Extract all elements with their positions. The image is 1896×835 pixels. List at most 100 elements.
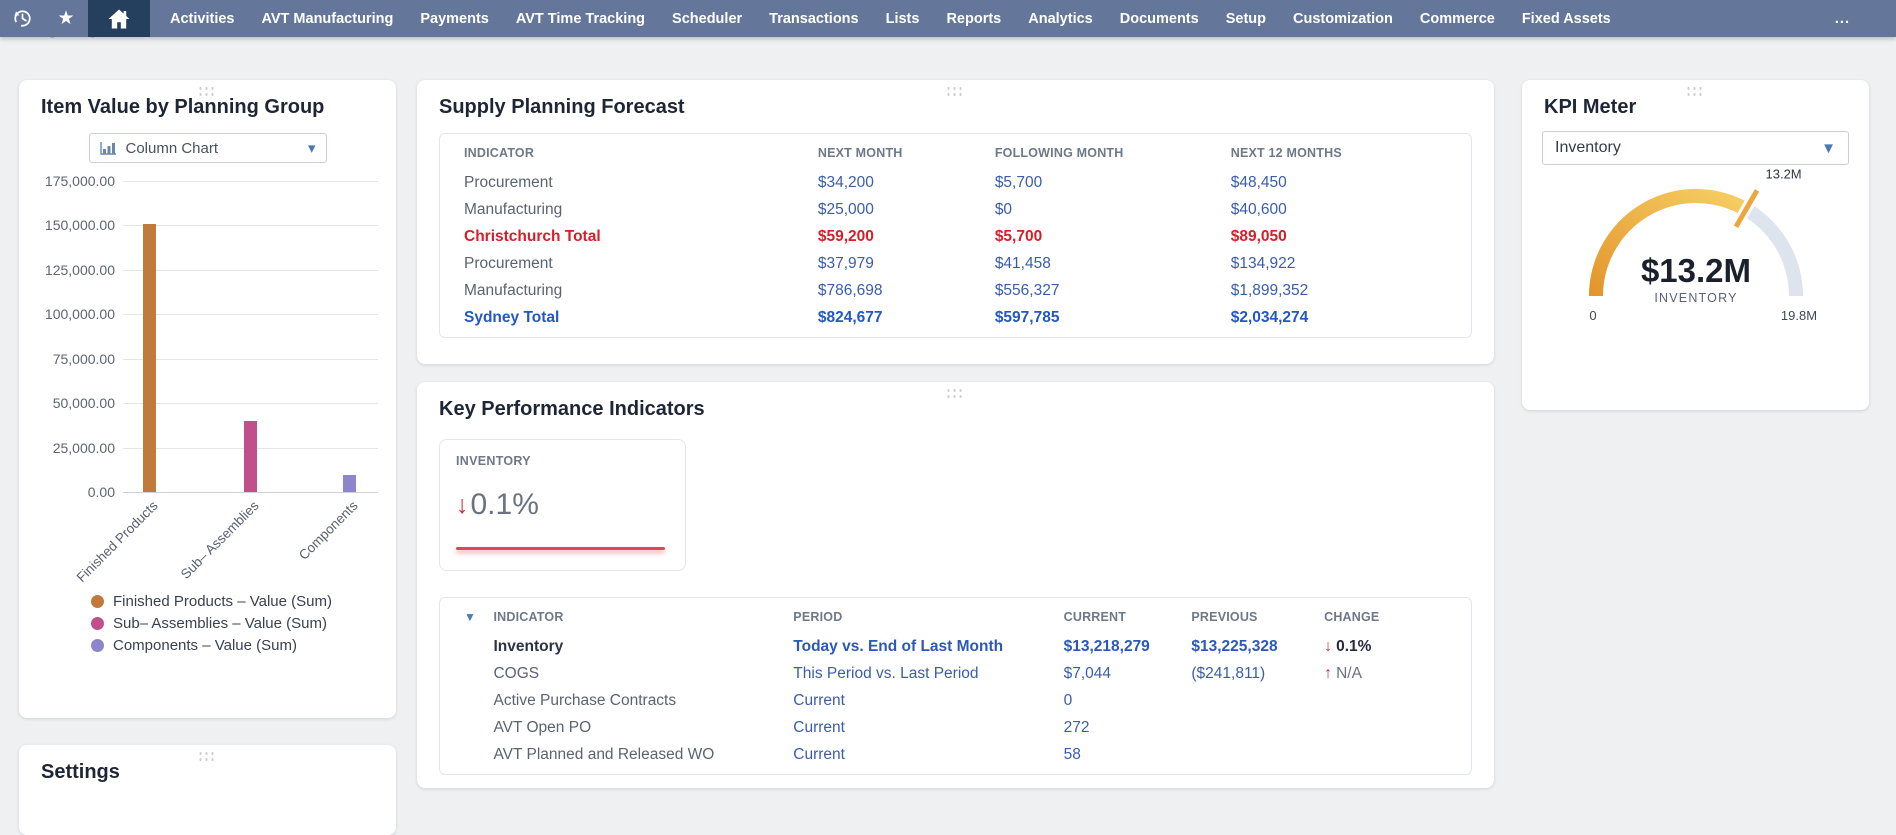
nav-item-lists[interactable]: Lists <box>886 11 920 27</box>
nav-more-button[interactable]: ... <box>1835 11 1850 27</box>
y-tick-label: 175,000.00 <box>19 173 115 189</box>
gauge-center-value: $13.2M <box>1640 252 1750 289</box>
recent-records-icon[interactable] <box>0 0 44 37</box>
bar-components[interactable] <box>343 475 356 492</box>
row-indicator: Procurement <box>464 174 818 192</box>
value-next-12-months[interactable]: $134,922 <box>1231 255 1447 273</box>
gridline <box>123 403 378 404</box>
chart-legend: Finished Products – Value (Sum)Sub– Asse… <box>91 590 396 656</box>
drag-handle-icon[interactable] <box>199 87 216 98</box>
kpi-table: ▼INDICATORPERIODCURRENTPREVIOUSCHANGE In… <box>439 597 1472 775</box>
kpi-tile-change: 0.1% <box>471 488 539 522</box>
nav-item-documents[interactable]: Documents <box>1120 11 1199 27</box>
value-next-12-months[interactable]: $89,050 <box>1231 228 1447 246</box>
nav-item-activities[interactable]: Activities <box>170 11 234 27</box>
bar-finished-products[interactable] <box>143 224 156 492</box>
kpi-tile-inventory[interactable]: INVENTORY ↓ 0.1% <box>439 439 686 571</box>
legend-item[interactable]: Finished Products – Value (Sum) <box>91 590 396 612</box>
nav-item-reports[interactable]: Reports <box>946 11 1001 27</box>
shortcuts-star-icon[interactable]: ★ <box>44 0 88 37</box>
gridline <box>123 181 378 182</box>
table-row: Christchurch Total$59,200$5,700$89,050 <box>440 223 1471 250</box>
value-next-12-months[interactable]: $1,899,352 <box>1231 282 1447 300</box>
row-indicator: Procurement <box>464 255 818 273</box>
drag-handle-icon[interactable] <box>199 752 216 763</box>
value-next-12-months[interactable]: $40,600 <box>1231 201 1447 219</box>
value-next-month[interactable]: $59,200 <box>818 228 995 246</box>
y-tick-label: 50,000.00 <box>19 395 115 411</box>
legend-item[interactable]: Sub– Assemblies – Value (Sum) <box>91 612 396 634</box>
panel-title: Supply Planning Forecast <box>417 80 1494 119</box>
value-next-month[interactable]: $25,000 <box>818 201 995 219</box>
table-row: COGSThis Period vs. Last Period$7,044($2… <box>440 660 1471 687</box>
nav-item-transactions[interactable]: Transactions <box>769 11 858 27</box>
drag-handle-icon[interactable] <box>947 87 964 98</box>
row-indicator: Inventory <box>493 638 793 656</box>
nav-item-customization[interactable]: Customization <box>1293 11 1393 27</box>
value-following-month[interactable]: $5,700 <box>995 174 1231 192</box>
value-next-month[interactable]: $786,698 <box>818 282 995 300</box>
nav-item-analytics[interactable]: Analytics <box>1028 11 1092 27</box>
table-row: InventoryToday vs. End of Last Month$13,… <box>440 633 1471 660</box>
value-next-month[interactable]: $37,979 <box>818 255 995 273</box>
value-current[interactable]: 0 <box>1064 692 1192 710</box>
row-period[interactable]: Current <box>793 719 1063 737</box>
nav-item-commerce[interactable]: Commerce <box>1420 11 1495 27</box>
gridline <box>123 359 378 360</box>
bar-chart-plot <box>123 181 378 492</box>
y-tick-label: 75,000.00 <box>19 351 115 367</box>
value-next-month[interactable]: $824,677 <box>818 309 995 327</box>
value-following-month[interactable]: $5,700 <box>995 228 1231 246</box>
nav-item-avt-time-tracking[interactable]: AVT Time Tracking <box>516 11 645 27</box>
value-previous[interactable]: $13,225,328 <box>1191 638 1324 656</box>
row-period[interactable]: Current <box>793 746 1063 764</box>
value-following-month[interactable]: $597,785 <box>995 309 1231 327</box>
kpi-meter-select[interactable]: Inventory ▼ <box>1542 131 1849 165</box>
kpi-tile-value: ↓ 0.1% <box>456 488 669 522</box>
up-arrow-icon: ↑ <box>1324 665 1332 682</box>
home-tab[interactable] <box>88 0 150 37</box>
value-next-12-months[interactable]: $2,034,274 <box>1231 309 1447 327</box>
value-following-month[interactable]: $41,458 <box>995 255 1231 273</box>
value-next-month[interactable]: $34,200 <box>818 174 995 192</box>
value-current[interactable]: $13,218,279 <box>1064 638 1192 656</box>
down-arrow-icon: ↓ <box>1324 638 1332 655</box>
table-row: Sydney Total$824,677$597,785$2,034,274 <box>440 304 1471 331</box>
nav-item-payments[interactable]: Payments <box>420 11 489 27</box>
column-header-next-12-months: NEXT 12 MONTHS <box>1231 146 1447 160</box>
table-row: Active Purchase ContractsCurrent0 <box>440 687 1471 714</box>
panel-title: Settings <box>19 745 396 784</box>
nav-item-fixed-assets[interactable]: Fixed Assets <box>1522 11 1611 27</box>
row-period[interactable]: Current <box>793 692 1063 710</box>
value-change: ↑N/A <box>1324 665 1447 683</box>
nav-items: Activities AVT Manufacturing Payments AVT T… <box>170 0 1896 37</box>
value-next-12-months[interactable]: $48,450 <box>1231 174 1447 192</box>
value-previous[interactable]: ($241,811) <box>1191 665 1324 683</box>
top-navbar: ★ Activities AVT Manufacturing Payments AVT… <box>0 0 1896 37</box>
nav-item-avt-manufacturing[interactable]: AVT Manufacturing <box>261 11 393 27</box>
column-header-following-month: FOLLOWING MONTH <box>995 146 1231 160</box>
column-header-current: CURRENT <box>1064 610 1192 624</box>
gridline <box>123 314 378 315</box>
bar-sub-assemblies[interactable] <box>244 421 257 492</box>
value-current[interactable]: 272 <box>1064 719 1192 737</box>
column-header-change: CHANGE <box>1324 610 1447 624</box>
chart-type-select[interactable]: Column Chart ▾ <box>89 133 327 163</box>
nav-item-scheduler[interactable]: Scheduler <box>672 11 742 27</box>
drag-handle-icon[interactable] <box>947 389 964 400</box>
value-current[interactable]: $7,044 <box>1064 665 1192 683</box>
row-indicator: Christchurch Total <box>464 228 818 246</box>
nav-item-setup[interactable]: Setup <box>1226 11 1266 27</box>
value-following-month[interactable]: $0 <box>995 201 1231 219</box>
filter-caret-icon[interactable]: ▼ <box>464 610 493 624</box>
chevron-down-icon: ▾ <box>308 141 316 156</box>
drag-handle-icon[interactable] <box>1687 87 1704 98</box>
row-period[interactable]: Today vs. End of Last Month <box>793 638 1063 656</box>
column-header-indicator: INDICATOR <box>464 146 818 160</box>
legend-item[interactable]: Components – Value (Sum) <box>91 634 396 656</box>
row-period[interactable]: This Period vs. Last Period <box>793 665 1063 683</box>
value-current[interactable]: 58 <box>1064 746 1192 764</box>
value-following-month[interactable]: $556,327 <box>995 282 1231 300</box>
bar-chart-x-labels: Finished ProductsSub– AssembliesComponen… <box>123 492 378 584</box>
kpi-tile-underline <box>456 547 665 550</box>
